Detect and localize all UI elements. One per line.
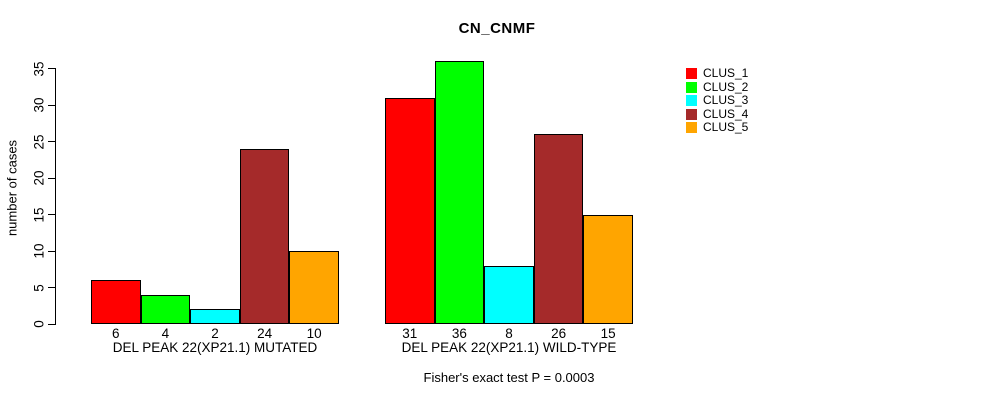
bar-clus_4-group2 — [533, 134, 584, 324]
bar-clus_5-group2 — [583, 214, 633, 324]
y-axis-tick-label: 15 — [31, 206, 47, 223]
bar-clus_1-group1 — [91, 280, 141, 324]
y-axis-tick — [48, 68, 55, 69]
y-axis-tick-label: 10 — [31, 243, 47, 259]
bar-value-label: 4 — [161, 326, 170, 341]
y-axis-tick-label: 5 — [31, 283, 47, 292]
bar-value-label: 31 — [402, 326, 418, 341]
y-axis-line — [55, 68, 56, 325]
bar-value-label: 26 — [551, 326, 567, 341]
legend-swatch-clus_2 — [686, 81, 697, 93]
y-axis-tick — [48, 177, 55, 179]
y-axis-tick-label: 30 — [31, 97, 47, 113]
bar-value-label: 10 — [306, 326, 322, 341]
y-axis-tick-label: 25 — [31, 133, 47, 150]
bar-value-label: 24 — [257, 326, 273, 341]
x-group-label-mutated: DEL PEAK 22(XP21.1) MUTATED — [112, 340, 318, 355]
legend-label: CLUS_1 — [703, 66, 749, 80]
y-axis-tick — [48, 104, 55, 106]
bar-value-label: 2 — [211, 326, 219, 341]
legend-label: CLUS_5 — [703, 120, 749, 135]
bar-value-label: 6 — [112, 326, 120, 341]
bar-clus_3-group2 — [484, 265, 534, 324]
y-axis-tick — [48, 323, 55, 325]
x-group-label-wildtype: DEL PEAK 22(XP21.1) WILD-TYPE — [401, 340, 617, 355]
bar-clus_1-group2 — [385, 97, 435, 324]
y-axis-tick — [48, 287, 55, 288]
y-axis-tick — [48, 214, 55, 215]
bar-value-label: 36 — [451, 326, 467, 341]
legend-swatch-clus_4 — [686, 108, 697, 120]
legend-swatch-clus_5 — [686, 122, 697, 134]
bar-clus_4-group1 — [239, 148, 290, 324]
bar-value-label: 15 — [600, 326, 616, 341]
y-axis-tick-label: 20 — [31, 170, 47, 186]
y-axis-tick — [48, 141, 55, 142]
bar-clus_5-group1 — [289, 251, 339, 324]
bar-clus_2-group2 — [434, 61, 485, 324]
bar-clus_2-group1 — [140, 294, 191, 324]
legend-swatch-clus_3 — [686, 95, 697, 107]
legend-label: CLUS_3 — [703, 93, 749, 108]
y-axis-tick-label: 35 — [31, 60, 47, 77]
chart-title: CN_CNMF — [458, 20, 536, 37]
y-axis-label: number of cases — [4, 139, 20, 237]
legend-label: CLUS_4 — [703, 106, 749, 121]
y-axis-tick-label: 0 — [31, 320, 47, 328]
bar-value-label: 8 — [505, 326, 513, 341]
fisher-test-annotation: Fisher's exact test P = 0.0003 — [423, 370, 595, 385]
legend-label: CLUS_2 — [703, 79, 749, 94]
y-axis-tick — [48, 250, 55, 252]
bar-clus_3-group1 — [190, 309, 240, 324]
legend-swatch-clus_1 — [686, 68, 697, 79]
